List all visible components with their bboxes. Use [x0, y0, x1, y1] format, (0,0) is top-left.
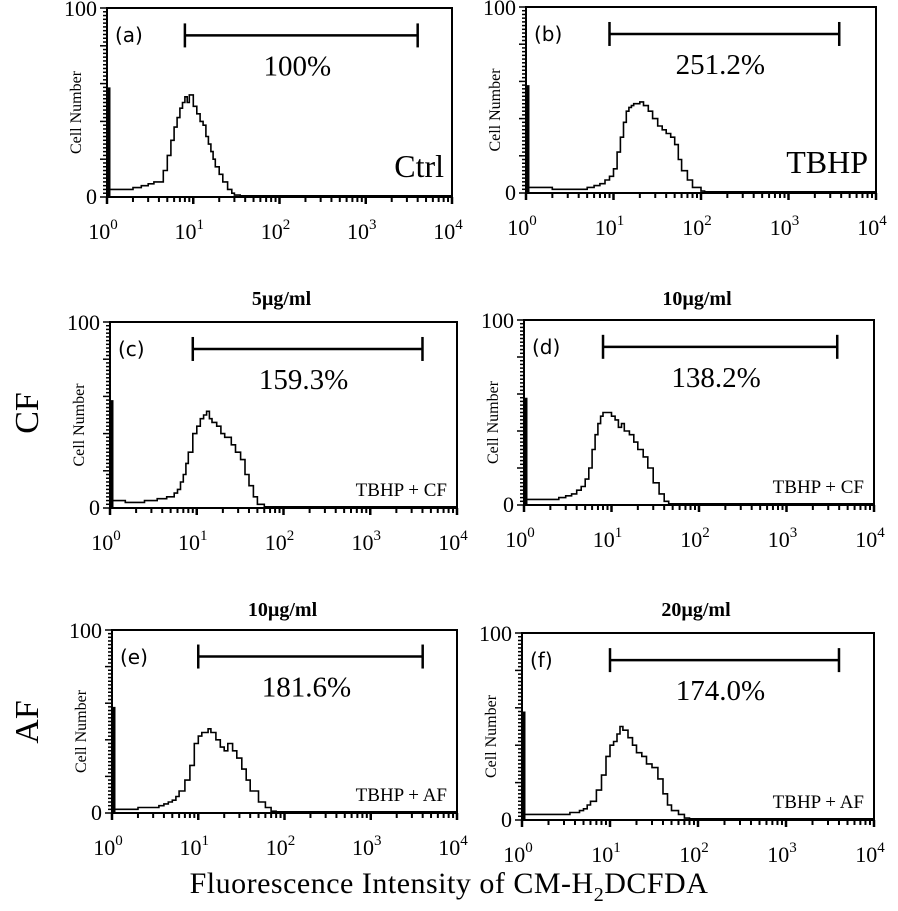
panel-d-ytick-label-max: 100: [481, 308, 514, 333]
panel-f-letter: (f): [530, 648, 553, 672]
panel-e-xtick-label: 103: [352, 833, 382, 860]
panel-f-concentration-title: 20µg/ml: [661, 599, 731, 621]
panel-f-xtick-label: 101: [591, 840, 621, 867]
panel-d-xtick-label: 102: [680, 525, 710, 552]
panel-f-histogram: [522, 725, 874, 821]
panel-c-xtick-label: 101: [178, 528, 208, 555]
panel-b-xtick-label: 101: [595, 213, 625, 240]
panel-e-xtick-label: 100: [93, 833, 123, 860]
panel-e-ylabel: Cell Number: [73, 689, 90, 773]
x-axis-title: Fluorescence Intensity of CM-H2DCFDA: [190, 867, 709, 906]
panel-d-xtick-label: 101: [593, 525, 623, 552]
panel-e-histogram: [112, 727, 457, 814]
panel-f-ylabel: Cell Number: [483, 694, 500, 778]
panel-a-letter: (a): [115, 23, 143, 47]
panel-c-concentration-title: 5µg/ml: [252, 288, 312, 310]
panel-d-ytick-label-min: 0: [503, 492, 514, 517]
panel-e-xtick-label: 102: [266, 833, 296, 860]
panel-b-xtick-label: 100: [507, 213, 537, 240]
panel-d-percent-label: 138.2%: [671, 362, 760, 394]
panel-a-xtick-label: 104: [433, 217, 463, 244]
panel-b-ytick-label-max: 100: [483, 0, 516, 20]
panel-a-histogram: [107, 94, 452, 198]
panel-e-letter: (e): [120, 645, 148, 669]
panel-c-xtick-label: 104: [438, 528, 468, 555]
panel-b-condition: TBHP: [786, 144, 868, 180]
panel-c-ytick-label-min: 0: [89, 495, 100, 520]
panel-a-percent-label: 100%: [263, 50, 331, 82]
panel-a-xtick-label: 101: [175, 217, 205, 244]
row-label-cf: CF: [9, 392, 46, 434]
panel-e-ytick-label-min: 0: [91, 800, 102, 825]
panel-b-ytick-label-min: 0: [505, 180, 516, 205]
panel-e-percent-label: 181.6%: [262, 672, 351, 704]
panel-f-percent-label: 174.0%: [676, 675, 765, 707]
panel-e-concentration-title: 10µg/ml: [248, 599, 318, 621]
panel-f-condition: TBHP + AF: [773, 792, 864, 813]
panel-c-xtick-label: 100: [91, 528, 121, 555]
panel-e-xtick-label: 104: [438, 833, 468, 860]
panel-f-ytick-label-max: 100: [479, 621, 512, 646]
panel-d-xtick-label: 100: [505, 525, 535, 552]
panel-a-ylabel: Cell Number: [68, 70, 85, 154]
panel-e-condition: TBHP + AF: [356, 785, 447, 806]
panel-d-letter: (d): [532, 335, 560, 359]
panel-a-ytick-label-max: 100: [64, 0, 97, 21]
panel-c-xtick-label: 103: [352, 528, 382, 555]
row-label-af: AF: [9, 700, 46, 743]
panel-d-condition: TBHP + CF: [773, 477, 864, 498]
panel-c-histogram: [110, 410, 457, 509]
panel-c-ytick-label-max: 100: [67, 310, 100, 335]
panel-b-xtick-label: 103: [770, 213, 800, 240]
panel-d-ylabel: Cell Number: [485, 380, 502, 464]
panel-f-xtick-label: 102: [679, 840, 709, 867]
panel-b-ylabel: Cell Number: [487, 68, 504, 152]
panel-a-xtick-label: 103: [347, 217, 377, 244]
panel-d-xtick-label: 103: [768, 525, 798, 552]
panel-c-condition: TBHP + CF: [356, 480, 447, 501]
panel-d-xtick-label: 104: [855, 525, 885, 552]
panel-b-xtick-label: 104: [857, 213, 887, 240]
panel-d-histogram: [524, 411, 874, 506]
panel-d-concentration-title: 10µg/ml: [662, 288, 732, 310]
panel-a-xtick-label: 100: [88, 217, 118, 244]
panel-f-ytick-label-min: 0: [501, 807, 512, 832]
panel-c-percent-label: 159.3%: [259, 364, 348, 396]
panel-c-letter: (c): [118, 337, 145, 361]
panel-a-ytick-label-min: 0: [86, 184, 97, 209]
panel-b-percent-label: 251.2%: [676, 49, 765, 81]
panel-b-letter: (b): [534, 22, 562, 46]
panel-c-xtick-label: 102: [265, 528, 295, 555]
panel-a-condition: Ctrl: [394, 148, 444, 184]
panel-b-histogram: [526, 101, 876, 194]
panel-b-xtick-label: 102: [682, 213, 712, 240]
panel-f-xtick-label: 104: [855, 840, 885, 867]
panel-e-xtick-label: 101: [180, 833, 210, 860]
panel-c-ylabel: Cell Number: [71, 383, 88, 467]
panel-f-xtick-label: 100: [503, 840, 533, 867]
panel-f-xtick-label: 103: [767, 840, 797, 867]
panel-a-xtick-label: 102: [261, 217, 291, 244]
panel-e-ytick-label-max: 100: [69, 618, 102, 643]
